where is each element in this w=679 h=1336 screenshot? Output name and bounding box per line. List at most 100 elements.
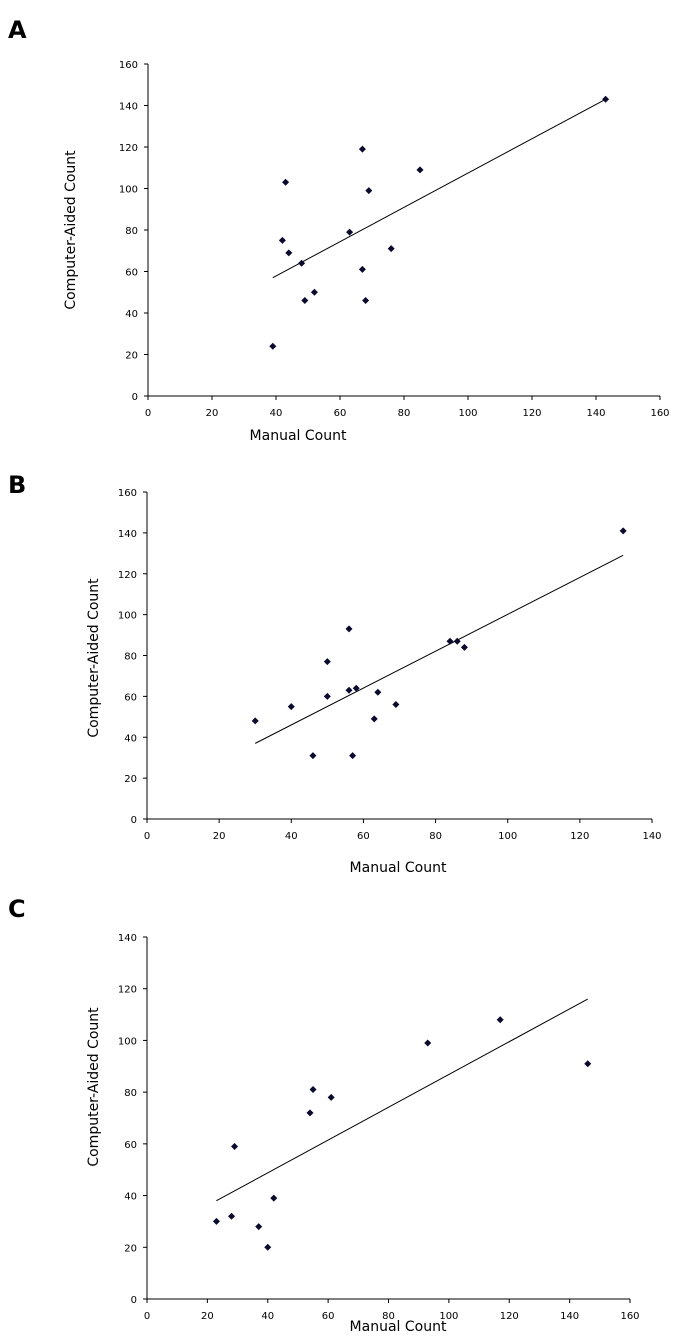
panel-b-y-tick-label: 40 bbox=[124, 733, 137, 744]
panel-a-data-point bbox=[285, 249, 293, 257]
panel-c-y-tick-label: 100 bbox=[118, 1036, 137, 1047]
panel-b-x-axis-title: Manual Count bbox=[350, 860, 447, 876]
panel-c-data-point bbox=[228, 1212, 236, 1220]
panel-c-x-tick-label: 0 bbox=[144, 1311, 150, 1322]
panel-b-y-tick-label: 120 bbox=[118, 570, 137, 581]
panel-a-y-tick-label: 0 bbox=[132, 392, 138, 403]
panel-c-y-tick-label: 120 bbox=[118, 985, 137, 996]
panel-c-x-tick-label: 160 bbox=[620, 1311, 639, 1322]
panel-a-y-tick-label: 40 bbox=[125, 309, 138, 320]
panel-c-data-point bbox=[231, 1142, 239, 1150]
panel-c-data-point bbox=[264, 1243, 272, 1251]
panel-c-x-tick-label: 40 bbox=[261, 1311, 274, 1322]
panel-a-data-point bbox=[282, 178, 290, 186]
panel-a-data-point bbox=[269, 342, 277, 350]
panel-b-x-tick-label: 0 bbox=[144, 831, 150, 842]
panel-a-x-tick-label: 100 bbox=[458, 408, 477, 419]
panel-b-y-axis-title: Computer-Aided Count bbox=[86, 578, 102, 738]
panel-a-data-point bbox=[358, 145, 366, 153]
panel-a-data-point bbox=[310, 288, 318, 296]
panel-c-y-tick-label: 0 bbox=[131, 1295, 137, 1306]
panel-a-x-tick-label: 60 bbox=[334, 408, 347, 419]
panel-b-data-point bbox=[345, 625, 353, 633]
panel-b-data-point bbox=[446, 637, 454, 645]
panel-c-data-point bbox=[309, 1086, 317, 1094]
panel-b-y-tick-label: 60 bbox=[124, 692, 137, 703]
panel-b-y-tick-label: 20 bbox=[124, 774, 137, 785]
panel-a-y-tick-label: 20 bbox=[125, 351, 138, 362]
panel-a-x-tick-label: 20 bbox=[206, 408, 219, 419]
panel-b-x-tick-label: 140 bbox=[642, 831, 661, 842]
panel-b-y-tick-label: 0 bbox=[131, 815, 137, 826]
panel-a-data-point bbox=[301, 297, 309, 305]
panel-c-data-point bbox=[255, 1223, 263, 1231]
panel-c-y-tick-label: 40 bbox=[124, 1192, 137, 1203]
panel-a-data-point bbox=[387, 245, 395, 253]
panel-b-x-tick-label: 20 bbox=[213, 831, 226, 842]
panel-c-y-axis-title: Computer-Aided Count bbox=[86, 1007, 102, 1167]
panel-b-data-point bbox=[349, 752, 357, 760]
panel-b-data-point bbox=[460, 643, 468, 651]
panel-c-y-tick-label: 60 bbox=[124, 1140, 137, 1151]
panel-a-data-point bbox=[298, 259, 306, 267]
panel-b-data-point bbox=[370, 715, 378, 723]
panel-a-y-tick-label: 100 bbox=[119, 185, 138, 196]
panel-c-x-tick-label: 120 bbox=[500, 1311, 519, 1322]
panel-a-x-tick-label: 120 bbox=[522, 408, 541, 419]
panel-b-x-tick-label: 100 bbox=[498, 831, 517, 842]
panel-b: B Manual Count Computer-Aided Count 0 20 4… bbox=[8, 471, 662, 876]
panel-a-data-point bbox=[278, 236, 286, 244]
panel-b-data-point bbox=[287, 703, 295, 711]
panel-b-y-tick-label: 140 bbox=[118, 529, 137, 540]
panel-a-x-tick-label: 40 bbox=[270, 408, 283, 419]
panel-b-y-tick-label: 80 bbox=[124, 652, 137, 663]
panel-a-y-tick-label: 60 bbox=[125, 268, 138, 279]
panel-b-x-tick-label: 60 bbox=[357, 831, 370, 842]
panel-a-data-point bbox=[358, 265, 366, 273]
panel-c-data-point bbox=[327, 1093, 335, 1101]
panel-a-trendline bbox=[272, 98, 606, 279]
panel-b-x-tick-label: 80 bbox=[429, 831, 442, 842]
panel-b-y-tick-label: 160 bbox=[118, 488, 137, 499]
panel-a-y-axis-title: Computer-Aided Count bbox=[63, 150, 79, 310]
panel-a-x-tick-label: 140 bbox=[586, 408, 605, 419]
panel-b-data-point bbox=[392, 701, 400, 709]
panel-b-data-point bbox=[309, 752, 317, 760]
panel-c-data-point bbox=[270, 1194, 278, 1202]
panel-a-data-point bbox=[602, 95, 610, 103]
panel-b-y-tick-label: 100 bbox=[118, 611, 137, 622]
panel-c-data-point bbox=[584, 1060, 592, 1068]
panel-a-y-tick-label: 120 bbox=[119, 143, 138, 154]
panel-a-x-tick-label: 0 bbox=[145, 408, 151, 419]
panel-a-label: A bbox=[8, 16, 27, 44]
panel-b-data-point bbox=[345, 686, 353, 694]
panel-c-data-point bbox=[306, 1109, 314, 1117]
panel-c-trendline bbox=[216, 998, 588, 1202]
panel-b-data-point bbox=[352, 684, 360, 692]
panel-c-y-tick-label: 20 bbox=[124, 1243, 137, 1254]
panel-a-data-point bbox=[362, 297, 370, 305]
panel-a-data-point bbox=[346, 228, 354, 236]
panel-b-x-tick-label: 120 bbox=[570, 831, 589, 842]
panel-a-data-point bbox=[416, 166, 424, 174]
panel-c-x-tick-label: 20 bbox=[201, 1311, 214, 1322]
panel-a-y-tick-label: 160 bbox=[119, 60, 138, 71]
panel-c-data-point bbox=[496, 1016, 504, 1024]
panel-b-x-tick-label: 40 bbox=[285, 831, 298, 842]
panel-c-x-tick-label: 60 bbox=[322, 1311, 335, 1322]
panel-b-data-point bbox=[374, 688, 382, 696]
panel-c-y-tick-label: 80 bbox=[124, 1088, 137, 1099]
panel-c-data-point bbox=[212, 1217, 220, 1225]
panel-b-data-point bbox=[251, 717, 259, 725]
panel-a-y-tick-label: 80 bbox=[125, 226, 138, 237]
panel-c-y-tick-label: 140 bbox=[118, 933, 137, 944]
panel-b-label: B bbox=[8, 471, 26, 499]
panel-b-data-point bbox=[323, 692, 331, 700]
panel-b-data-point bbox=[619, 527, 627, 535]
panel-a-x-tick-label: 160 bbox=[650, 408, 669, 419]
panel-a: A Manual Count Computer-Aided Count 0 20 4… bbox=[8, 16, 670, 444]
panel-b-data-point bbox=[453, 637, 461, 645]
panel-c-x-tick-label: 80 bbox=[382, 1311, 395, 1322]
panel-c-label: C bbox=[8, 895, 26, 923]
